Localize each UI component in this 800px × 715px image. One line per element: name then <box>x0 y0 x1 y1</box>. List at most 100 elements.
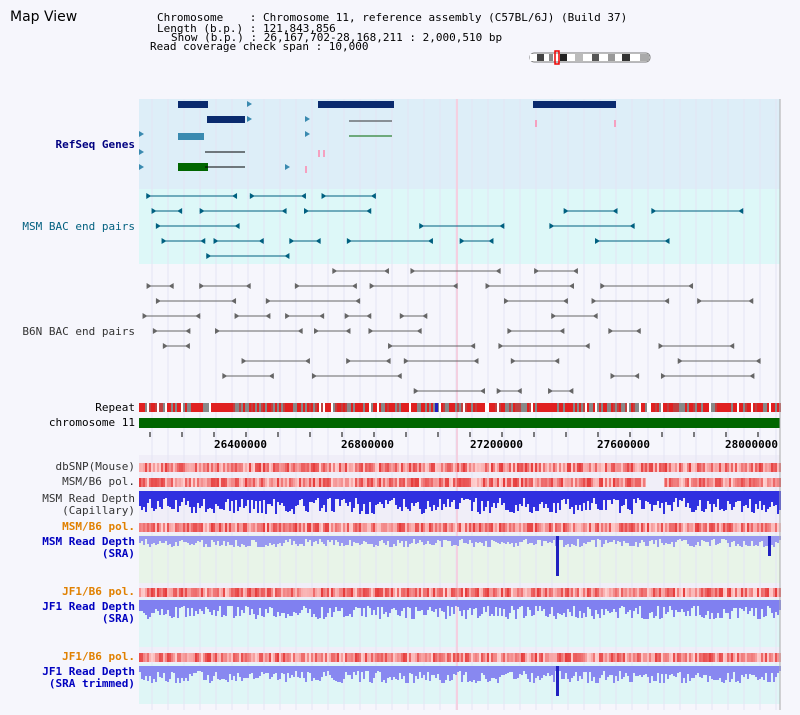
depth-bar <box>343 491 345 499</box>
heat-strip <box>609 653 611 662</box>
heat-strip <box>731 478 733 487</box>
heat-strip <box>307 653 309 662</box>
depth-bar <box>505 491 507 510</box>
heat-strip <box>577 463 579 472</box>
depth-bar <box>331 536 333 540</box>
track-label-refseq[interactable]: RefSeq Genes <box>55 138 135 151</box>
heat-strip <box>553 653 555 662</box>
depth-bar <box>261 666 263 672</box>
depth-bar <box>365 666 367 671</box>
heat-strip <box>599 653 601 662</box>
depth-bar <box>627 491 629 509</box>
track-label-dbsnp[interactable]: dbSNP(Mouse) <box>55 460 135 473</box>
heat-strip <box>433 523 435 532</box>
depth-bar <box>307 536 309 542</box>
heat-strip <box>567 478 569 487</box>
track-label-jf1-pol2[interactable]: JF1/B6 pol. <box>62 650 135 663</box>
heat-strip <box>219 653 221 662</box>
heat-strip <box>575 653 577 662</box>
b6n-bac-pair <box>507 328 513 334</box>
heat-strip <box>281 523 283 532</box>
heat-strip <box>183 588 185 597</box>
heat-strip <box>401 653 403 662</box>
depth-bar <box>371 600 373 615</box>
depth-bar <box>235 536 237 540</box>
depth-bar <box>479 491 481 514</box>
repeat-segment <box>215 403 217 412</box>
heat-strip <box>515 463 517 472</box>
heat-strip <box>469 523 471 532</box>
heat-strip <box>681 653 683 662</box>
heat-strip <box>231 523 233 532</box>
heat-strip <box>699 588 701 597</box>
track-label-msm-pol[interactable]: MSM/B6 pol. <box>62 475 135 488</box>
depth-bar <box>223 536 225 541</box>
heat-strip <box>221 463 223 472</box>
depth-bar <box>747 536 749 546</box>
heat-strip <box>685 463 687 472</box>
depth-bar <box>645 600 647 619</box>
depth-bar <box>629 536 631 546</box>
depth-bar <box>347 536 349 545</box>
depth-bar <box>647 536 649 546</box>
heat-strip <box>147 653 149 662</box>
heat-strip <box>615 653 617 662</box>
repeat-segment <box>339 403 341 412</box>
depth-bar <box>157 491 159 501</box>
repeat-segment <box>659 403 661 412</box>
heat-strip <box>209 523 211 532</box>
depth-bar <box>291 536 293 545</box>
depth-bar <box>739 536 741 546</box>
track-label-jf1-depth-trim[interactable]: JF1 Read Depth <box>42 665 135 678</box>
heat-strip <box>377 588 379 597</box>
depth-bar <box>431 666 433 675</box>
depth-bar <box>495 666 497 679</box>
track-label-msm-depth-sra[interactable]: MSM Read Depth <box>42 535 135 548</box>
depth-bar <box>663 536 665 545</box>
track-label-msm-bac[interactable]: MSM BAC end pairs <box>22 220 135 233</box>
heat-strip <box>449 478 451 487</box>
heat-strip <box>483 463 485 472</box>
depth-bar <box>275 536 277 547</box>
b6n-bac-pair <box>403 358 409 364</box>
depth-bar <box>475 600 477 608</box>
heat-strip <box>473 463 475 472</box>
depth-bar <box>357 536 359 543</box>
repeat-segment <box>629 403 631 412</box>
track-label-msm-depth-cap[interactable]: MSM Read Depth <box>42 492 135 505</box>
heat-strip <box>467 653 469 662</box>
heat-strip <box>157 478 159 487</box>
heat-strip <box>729 523 731 532</box>
depth-bar <box>523 600 525 618</box>
msm-bac-pair <box>199 208 205 214</box>
depth-bar <box>641 600 643 618</box>
repeat-segment <box>655 403 657 412</box>
heat-strip <box>709 478 711 487</box>
repeat-segment <box>717 403 719 412</box>
depth-bar <box>765 536 767 546</box>
repeat-segment <box>573 403 575 412</box>
depth-bar <box>501 666 503 675</box>
depth-bar <box>365 491 367 514</box>
heat-strip <box>359 523 361 532</box>
heat-strip <box>195 463 197 472</box>
repeat-segment <box>297 403 299 412</box>
depth-bar <box>585 666 587 672</box>
heat-strip <box>619 478 621 487</box>
b6n-bac-pair <box>479 388 485 394</box>
track-label-jf1-depth-sra[interactable]: JF1 Read Depth <box>42 600 135 613</box>
heat-strip <box>275 588 277 597</box>
track-label-b6n-bac[interactable]: B6N BAC end pairs <box>22 325 135 338</box>
track-label-msm-pol2[interactable]: MSM/B6 pol. <box>62 520 135 533</box>
depth-bar <box>575 600 577 617</box>
depth-bar <box>307 666 309 672</box>
heat-strip <box>177 588 179 597</box>
heat-strip <box>213 523 215 532</box>
track-label-jf1-pol[interactable]: JF1/B6 pol. <box>62 585 135 598</box>
heat-strip <box>355 463 357 472</box>
heat-strip <box>465 588 467 597</box>
heat-strip <box>365 653 367 662</box>
repeat-segment <box>607 403 609 412</box>
depth-bar <box>519 491 521 504</box>
heat-strip <box>753 588 755 597</box>
